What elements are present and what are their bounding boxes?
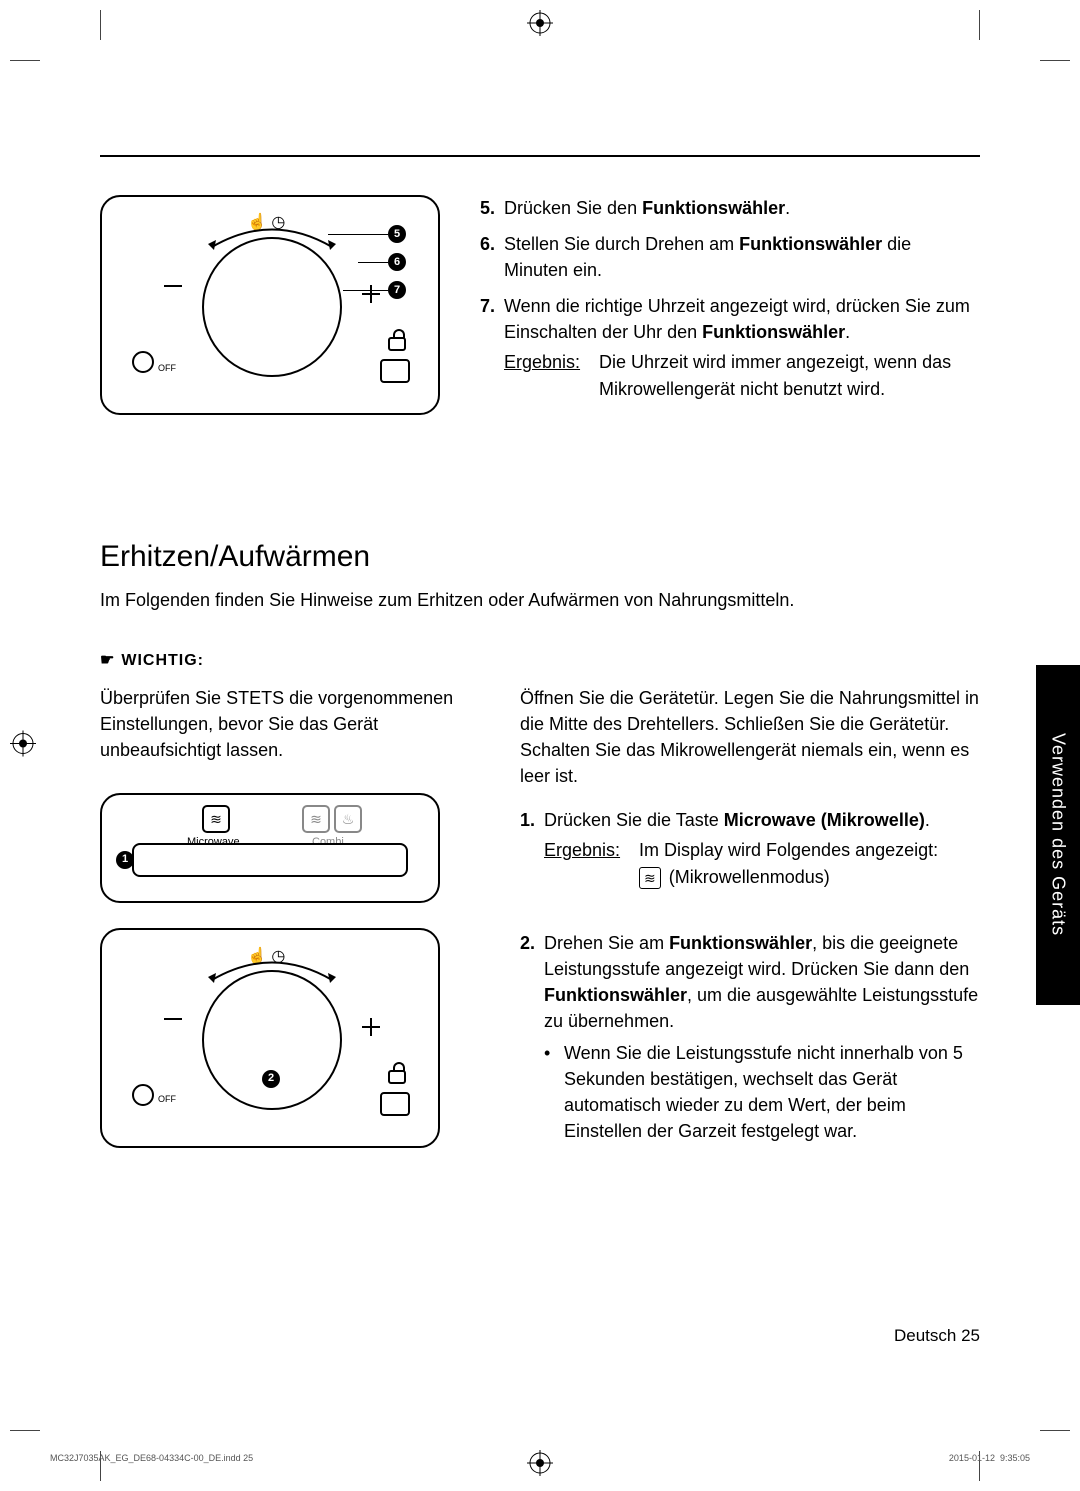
control-panel-diagram-2: ☝ ◷ OFF 2 xyxy=(100,928,440,1148)
lock-icon xyxy=(388,337,406,351)
section-intro: Im Folgenden finden Sie Hinweise zum Erh… xyxy=(100,590,980,611)
lock-button xyxy=(380,359,410,383)
wichtig-text: Überprüfen Sie STETS die vorgenommenen E… xyxy=(100,685,480,763)
callout-7: 7 xyxy=(388,281,406,299)
crop-mark-left xyxy=(10,730,36,761)
ergebnis-label: Ergebnis: xyxy=(544,837,639,889)
lock-icon xyxy=(388,1070,406,1084)
crop-mark-top xyxy=(527,10,553,41)
ergebnis-text: Die Uhrzeit wird immer angezeigt, wenn d… xyxy=(599,349,980,401)
microwave-mode-icon: ≋ xyxy=(202,805,230,833)
callout-5: 5 xyxy=(388,225,406,243)
right-intro: Öffnen Sie die Gerätetür. Legen Sie die … xyxy=(520,685,980,789)
button-panel-diagram: ≋ Microwave ≋ ♨ Combi 1 xyxy=(100,793,440,903)
dial-knob xyxy=(202,970,342,1110)
step-2: 2. Drehen Sie am Funktionswähler, bis di… xyxy=(520,930,980,1145)
minus-icon xyxy=(164,1018,182,1020)
power-off-icon xyxy=(132,1084,154,1106)
wichtig-heading: ☛WICHTIG: xyxy=(100,650,204,670)
pointing-hand-icon: ☛ xyxy=(100,650,115,670)
dial-knob xyxy=(202,237,342,377)
combi-mode-icon-1: ≋ xyxy=(302,805,330,833)
callout-6: 6 xyxy=(388,253,406,271)
crop-mark-bottom xyxy=(527,1450,553,1481)
combi-mode-icon-2: ♨ xyxy=(334,805,362,833)
step-1: 1. Drücken Sie die Taste Microwave (Mikr… xyxy=(520,807,980,889)
step-6: 6. Stellen Sie durch Drehen am Funktions… xyxy=(480,231,980,283)
off-label: OFF xyxy=(158,363,176,373)
step-5: 5. Drücken Sie den Funktionswähler. xyxy=(480,195,980,221)
display-bar xyxy=(132,843,408,877)
crop-tick xyxy=(1040,1430,1070,1431)
crop-tick xyxy=(10,60,40,61)
section-heading: Erhitzen/Aufwärmen xyxy=(100,540,370,574)
crop-tick xyxy=(100,10,101,40)
crop-tick xyxy=(1040,60,1070,61)
bullet-icon: • xyxy=(544,1040,564,1144)
steps-5-7: 5. Drücken Sie den Funktionswähler. 6. S… xyxy=(480,195,980,415)
step-7: 7. Wenn die richtige Uhrzeit angezeigt w… xyxy=(480,293,980,401)
crop-tick xyxy=(979,10,980,40)
ergebnis-label: Ergebnis: xyxy=(504,349,599,401)
horizontal-rule xyxy=(100,155,980,157)
off-label: OFF xyxy=(158,1093,176,1106)
crop-tick xyxy=(10,1430,40,1431)
power-off-icon xyxy=(132,351,154,373)
wave-mode-icon: ≋ xyxy=(639,867,661,889)
control-panel-diagram-1: ☝ ◷ OFF 5 6 7 xyxy=(100,195,440,415)
side-tab: Verwenden des Geräts xyxy=(1036,665,1080,1005)
minus-icon xyxy=(164,285,182,287)
lock-button xyxy=(380,1092,410,1116)
imprint-right: 2015-01-12 ﻿ 9:35:05 xyxy=(949,1453,1030,1463)
imprint-left: MC32J7035AK_EG_DE68-04334C-00_DE.indd 25 xyxy=(50,1453,253,1463)
page-footer: Deutsch 25 xyxy=(894,1326,980,1346)
